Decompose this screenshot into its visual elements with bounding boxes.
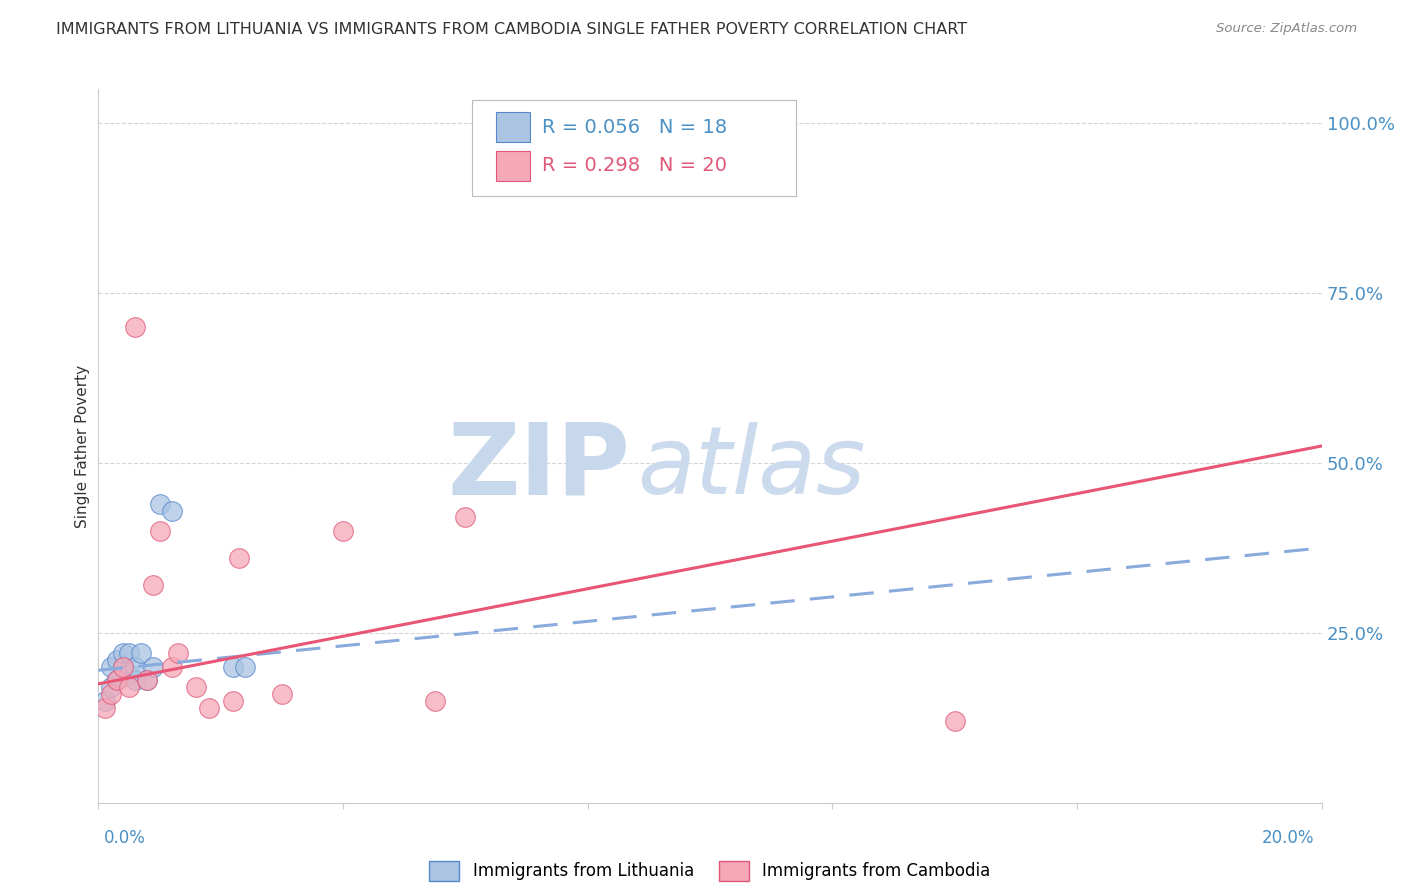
Point <box>105 673 128 688</box>
Point <box>118 680 141 694</box>
Point <box>197 700 219 714</box>
Point <box>233 660 256 674</box>
Point <box>93 700 115 714</box>
Legend: Immigrants from Lithuania, Immigrants from Cambodia: Immigrants from Lithuania, Immigrants fr… <box>423 855 997 888</box>
Point <box>136 673 159 688</box>
Point <box>167 646 190 660</box>
Point <box>149 524 172 538</box>
Point <box>454 510 477 524</box>
Point <box>136 673 159 688</box>
Text: ZIP: ZIP <box>447 419 630 516</box>
Point <box>111 660 134 674</box>
Point <box>423 694 446 708</box>
Text: Source: ZipAtlas.com: Source: ZipAtlas.com <box>1216 22 1357 36</box>
Point <box>124 320 146 334</box>
Point <box>124 673 146 688</box>
Point <box>222 660 245 674</box>
FancyBboxPatch shape <box>471 100 796 196</box>
Point <box>100 680 122 694</box>
Point <box>186 680 208 694</box>
Point <box>100 660 122 674</box>
Text: 20.0%: 20.0% <box>1263 829 1315 847</box>
Point <box>160 503 183 517</box>
Point <box>93 694 115 708</box>
Y-axis label: Single Father Poverty: Single Father Poverty <box>75 365 90 527</box>
Point <box>124 660 146 674</box>
Point <box>142 578 165 592</box>
Point <box>100 687 122 701</box>
Point <box>105 673 128 688</box>
Point <box>118 646 141 660</box>
Point <box>111 660 134 674</box>
Point <box>111 646 134 660</box>
Point <box>222 694 245 708</box>
Bar <box>496 151 530 180</box>
Point <box>332 524 354 538</box>
Text: atlas: atlas <box>637 422 865 513</box>
Text: 0.0%: 0.0% <box>104 829 146 847</box>
Point <box>142 660 165 674</box>
Text: R = 0.298   N = 20: R = 0.298 N = 20 <box>543 156 727 175</box>
Point <box>160 660 183 674</box>
Bar <box>496 112 530 142</box>
Text: IMMIGRANTS FROM LITHUANIA VS IMMIGRANTS FROM CAMBODIA SINGLE FATHER POVERTY CORR: IMMIGRANTS FROM LITHUANIA VS IMMIGRANTS … <box>56 22 967 37</box>
Point <box>129 646 152 660</box>
Point <box>105 653 128 667</box>
Point <box>228 551 250 566</box>
Point <box>118 666 141 681</box>
Point <box>943 714 966 729</box>
Text: R = 0.056   N = 18: R = 0.056 N = 18 <box>543 118 727 136</box>
Point <box>270 687 292 701</box>
Point <box>149 497 172 511</box>
